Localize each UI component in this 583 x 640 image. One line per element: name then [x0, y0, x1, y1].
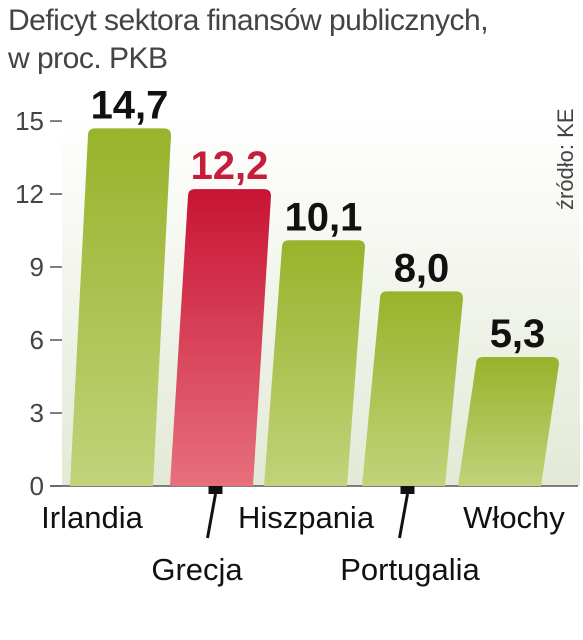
chart-title-line-2: w proc. PKB — [8, 42, 168, 75]
y-tick-label-0: 0 — [30, 471, 44, 501]
category-label-hiszpania: Hiszpania — [238, 500, 375, 535]
leader-line-portugalia — [398, 493, 409, 539]
bar-włochy — [458, 357, 559, 486]
value-labels: 14,7 12,2 10,1 8,0 5,3 — [91, 83, 546, 356]
bar-irlandia — [70, 128, 171, 486]
y-tick-label-15: 15 — [15, 106, 44, 136]
leader-line-grecja — [206, 493, 217, 539]
category-label-portugalia: Portugalia — [340, 552, 480, 587]
bars — [70, 128, 559, 486]
leader-marker-grecja — [208, 486, 223, 494]
y-tick-label-9: 9 — [30, 252, 44, 282]
leader-marker-portugalia — [400, 486, 415, 494]
category-label-grecja: Grecja — [151, 552, 243, 587]
category-label-irlandia: Irlandia — [41, 500, 143, 535]
y-tick-label-12: 12 — [15, 179, 44, 209]
value-label-włochy: 5,3 — [490, 312, 546, 356]
y-tick-label-6: 6 — [30, 325, 44, 355]
chart-title: Deficyt sektora finansów publicznych, w … — [8, 2, 578, 78]
bar-hiszpania — [264, 240, 365, 486]
y-tick-label-3: 3 — [30, 398, 44, 428]
bar-portugalia — [362, 291, 463, 486]
source-note: źródło: KE — [553, 108, 578, 211]
value-label-hiszpania: 10,1 — [285, 195, 363, 239]
value-label-portugalia: 8,0 — [394, 246, 450, 290]
value-label-irlandia: 14,7 — [91, 83, 169, 127]
value-label-grecja: 12,2 — [191, 144, 269, 188]
chart-title-line-1: Deficyt sektora finansów publicznych, — [8, 4, 489, 37]
y-axis: 0 3 6 9 12 15 — [15, 106, 578, 501]
bar-grecja — [170, 189, 271, 486]
category-label-włochy: Włochy — [463, 500, 565, 535]
